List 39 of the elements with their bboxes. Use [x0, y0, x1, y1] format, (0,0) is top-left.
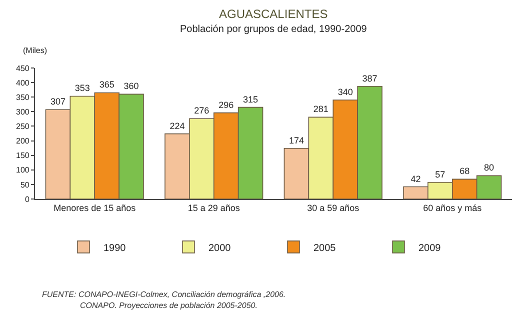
data-label: 68	[460, 166, 470, 176]
y-tick-label: 350	[16, 92, 30, 102]
y-tick-label: 300	[16, 107, 30, 116]
data-label: 360	[124, 81, 139, 92]
y-axis-title: (Miles)	[23, 46, 48, 55]
y-tick-label: 200	[16, 136, 30, 146]
legend-label: 1990	[104, 242, 126, 254]
y-tick-label: 0	[24, 194, 30, 204]
y-tick-label: 50	[20, 180, 30, 190]
data-label: 340	[338, 87, 353, 98]
y-tick-label: 250	[16, 122, 30, 132]
source-note: FUENTE: CONAPO-INEGI-Colmex, Conciliación demográfica ,2006.	[42, 290, 286, 299]
data-label: 174	[288, 135, 304, 146]
x-tick-label: 30 a 59 años	[307, 202, 360, 213]
chart-subtitle: Población por grupos de edad, 1990-2009	[180, 24, 368, 35]
data-label: 281	[313, 104, 328, 114]
data-label: 42	[410, 174, 421, 184]
x-tick-label: Menores de 15 años	[54, 202, 136, 213]
x-tick-label: 15 a 29 años	[188, 202, 240, 213]
legend-label: 2000	[208, 242, 232, 254]
text: CONAPO. Proyecciones de población 2005-2050.	[80, 301, 258, 310]
data-label: 57	[435, 169, 446, 180]
data-label: 276	[194, 106, 210, 116]
data-label: 315	[243, 94, 258, 104]
chart-title: AGUASCALIENTES	[219, 7, 328, 21]
y-tick-label: 100	[16, 166, 30, 175]
legend-label: 2009	[418, 242, 442, 254]
y-tick-label: 150	[16, 151, 30, 160]
data-label: 307	[50, 96, 66, 107]
data-label: 365	[99, 80, 114, 90]
x-tick-label: 60 años y más	[423, 202, 482, 213]
data-label: 224	[170, 120, 185, 131]
y-tick-label: 450	[16, 64, 30, 73]
legend-label: 2005	[314, 242, 336, 254]
data-label: 296	[218, 100, 234, 110]
y-tick-label: 400	[16, 78, 30, 88]
data-label: 387	[362, 73, 378, 84]
data-label: 353	[74, 83, 90, 94]
data-label: 80	[484, 162, 494, 173]
